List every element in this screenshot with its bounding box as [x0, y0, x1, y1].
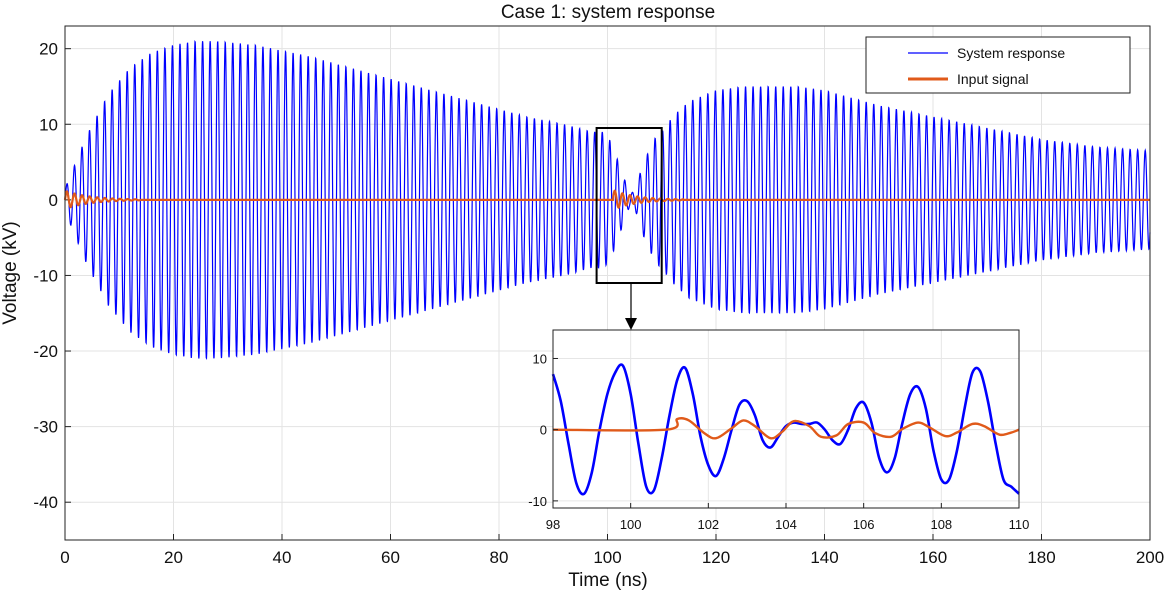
inset-x-tick-label: 100: [620, 517, 642, 532]
inset-x-tick-label: 108: [930, 517, 952, 532]
chart-title: Case 1: system response: [501, 2, 715, 23]
x-tick-label: 120: [702, 548, 730, 567]
inset-series: [551, 363, 1020, 496]
zoom-box: [595, 127, 663, 284]
x-tick-label: 20: [164, 548, 183, 567]
x-tick-label: 40: [273, 548, 292, 567]
x-tick-label: 60: [381, 548, 400, 567]
main-series: [63, 39, 1151, 360]
y-tick-label: 10: [39, 115, 58, 134]
legend-label-system-response: System response: [957, 45, 1065, 61]
legend-box: [865, 36, 1131, 94]
x-tick-label: 0: [60, 548, 69, 567]
x-tick-label: 160: [919, 548, 947, 567]
inset-x-tick-label: 104: [775, 517, 797, 532]
inset-x-tick-label: 98: [546, 517, 560, 532]
y-tick-label: -20: [33, 342, 58, 361]
x-tick-label: 100: [593, 548, 621, 567]
x-axis-label: Time (ns): [568, 570, 648, 591]
y-tick-label: -10: [33, 266, 58, 285]
inset-y-tick-label: 10: [533, 351, 547, 366]
main-ticks: 0 20 40 60 80 100 120 140 160 180 200-40-30-20-100…: [33, 40, 1164, 567]
x-tick-label: 200: [1136, 548, 1164, 567]
plot-frame: [64, 25, 1151, 541]
inset-ticks: 98 100 102 104 106 108 110 -10 0 10: [528, 351, 1029, 532]
x-tick-label: 80: [490, 548, 509, 567]
x-tick-label: 140: [810, 548, 838, 567]
legend-label-input-signal: Input signal: [957, 71, 1029, 87]
x-tick-label: 180: [1027, 548, 1055, 567]
y-tick-label: 0: [49, 191, 58, 210]
y-tick-label: 20: [39, 40, 58, 59]
y-axis-label: Voltage (kV): [0, 221, 21, 325]
inset-x-tick-label: 102: [697, 517, 719, 532]
legend: System response Input signal: [865, 36, 1131, 94]
y-tick-label: -40: [33, 493, 58, 512]
series-input-signal: [63, 189, 1150, 209]
inset-x-tick-label: 106: [853, 517, 875, 532]
inset-y-tick-label: 0: [540, 423, 547, 438]
series-system-response: [64, 39, 1151, 360]
inset-plot: 98 100 102 104 106 108 110 -10 0 10: [528, 329, 1029, 532]
inset-series-input-signal: [552, 416, 1020, 440]
y-tick-label: -30: [33, 418, 58, 437]
zoom-arrowhead: [625, 318, 637, 330]
inset-y-tick-label: -10: [528, 494, 547, 509]
inset-x-tick-label: 110: [1009, 517, 1030, 532]
